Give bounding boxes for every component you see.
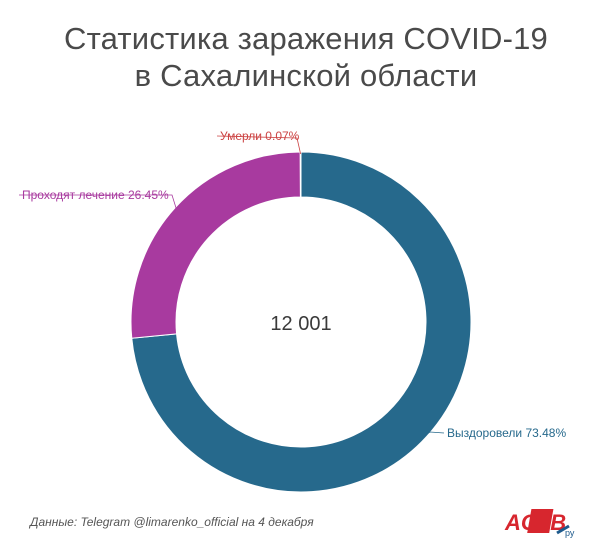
donut-slice-0 bbox=[131, 151, 472, 493]
leader-line-1 bbox=[19, 194, 177, 210]
label-leaders bbox=[19, 135, 445, 436]
logo-text: ACTB bbox=[504, 510, 566, 535]
donut-slice-1 bbox=[130, 151, 301, 339]
chart-title-line-1: Статистика заражения COVID-19 bbox=[64, 21, 548, 56]
slice-label-1: Проходят лечение 26.45% bbox=[22, 188, 169, 202]
slice-label-0: Выздоровели 73.48% bbox=[447, 426, 566, 440]
slice-label-2: Умерли 0.07% bbox=[220, 129, 300, 143]
actv-logo: ACTB ру bbox=[504, 509, 575, 538]
slice-labels: Выздоровели 73.48% Проходят лечение 26.45… bbox=[22, 129, 566, 440]
leader-line-2 bbox=[216, 135, 302, 155]
data-source-note: Данные: Telegram @limarenko_official на … bbox=[30, 515, 314, 529]
chart-title-line-2: в Сахалинской области bbox=[134, 58, 478, 93]
donut-slices bbox=[130, 151, 472, 493]
donut-slice-2 bbox=[299, 151, 302, 198]
chart-title: Статистика заражения COVID-19 в Сахалинс… bbox=[0, 20, 612, 94]
logo-suffix: ру bbox=[565, 528, 575, 538]
total-count-label: 12 001 bbox=[270, 313, 331, 335]
leader-line-0 bbox=[425, 431, 445, 436]
